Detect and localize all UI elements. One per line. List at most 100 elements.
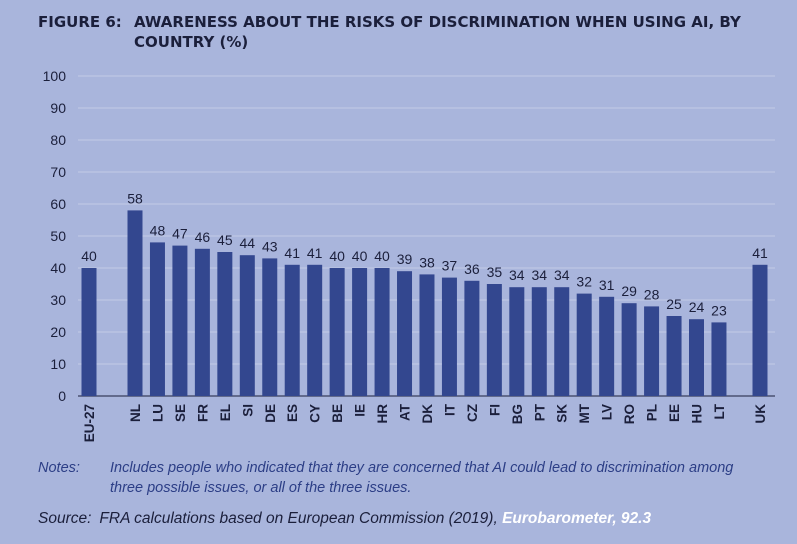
bar-hr [374, 268, 390, 396]
bar-lu [149, 242, 165, 396]
bar-be [329, 268, 345, 396]
data-label: 31 [599, 277, 615, 293]
x-tick-label: PT [532, 403, 547, 421]
data-label: 28 [644, 286, 660, 302]
source-highlight: Eurobarometer, 92.3 [502, 510, 652, 527]
bars [81, 210, 768, 396]
y-axis-ticks: 0 10 20 30 40 50 60 70 80 90 100 [43, 68, 67, 404]
x-tick-label: FI [487, 404, 502, 416]
x-tick-label: IT [442, 403, 457, 416]
data-label: 41 [307, 245, 323, 261]
bar-eu-27 [81, 268, 97, 396]
bar-mt [576, 293, 592, 396]
y-tick-label: 20 [50, 324, 66, 340]
bar-lt [711, 322, 727, 396]
bar-fr [194, 248, 210, 396]
data-label: 44 [240, 235, 256, 251]
y-tick-label: 80 [50, 132, 66, 148]
notes-text: Includes people who indicated that they … [110, 460, 734, 496]
x-tick-label: MT [577, 403, 592, 423]
x-tick-label: DK [420, 404, 435, 424]
x-tick-label: HU [690, 404, 705, 424]
x-tick-label: EL [218, 404, 233, 421]
y-tick-label: 60 [50, 196, 66, 212]
x-tick-label: BG [510, 404, 525, 424]
figure-label: FIGURE 6: [38, 13, 122, 31]
x-tick-label: RO [622, 404, 637, 424]
bar-de [262, 258, 278, 396]
data-label: 41 [284, 245, 300, 261]
bar-ro [621, 303, 637, 396]
x-tick-label: PL [645, 404, 660, 421]
data-label: 32 [576, 274, 592, 290]
bar-ee [666, 316, 682, 396]
data-label: 23 [711, 302, 727, 318]
chart-title: AWARENESS ABOUT THE RISKS OF DISCRIMINAT… [134, 13, 741, 51]
bar-fi [486, 284, 502, 396]
data-label: 34 [509, 267, 525, 283]
data-label: 40 [374, 248, 390, 264]
data-label: 41 [752, 245, 768, 261]
y-tick-label: 50 [50, 228, 66, 244]
bar-cy [307, 264, 323, 396]
source: Source: FRA calculations based on Europea… [38, 510, 651, 528]
x-tick-label: LT [712, 403, 727, 419]
data-label: 35 [487, 264, 503, 280]
bar-lv [599, 296, 615, 396]
x-tick-label: UK [753, 404, 768, 424]
data-label: 48 [150, 222, 166, 238]
y-tick-label: 70 [50, 164, 66, 180]
data-label: 46 [195, 229, 211, 245]
data-label: 24 [689, 299, 705, 315]
x-tick-label: SE [173, 404, 188, 422]
y-tick-label: 10 [50, 356, 66, 372]
data-label: 34 [531, 267, 547, 283]
data-label: 43 [262, 238, 278, 254]
bar-sk [554, 287, 570, 396]
y-tick-label: 0 [58, 388, 66, 404]
x-tick-label: HR [375, 404, 390, 424]
x-tick-label: LU [150, 404, 165, 422]
data-label: 40 [81, 248, 97, 264]
data-label: 36 [464, 261, 480, 277]
data-labels: 40 58 48 47 46 45 44 43 41 41 40 40 40 39 38 37 36 35 34 34… [81, 190, 768, 318]
x-axis-ticks: EU-27 NL LU SE FR EL SI DE ES CY BE IE HR AT DK IT CZ FI B… [82, 403, 768, 442]
bar-at [397, 271, 413, 396]
bar-ie [352, 268, 368, 396]
data-label: 40 [352, 248, 368, 264]
source-label: Source: [38, 510, 92, 527]
x-tick-label: DE [263, 404, 278, 423]
x-tick-label: CZ [465, 404, 480, 422]
y-tick-label: 100 [43, 68, 67, 84]
bar-hu [689, 319, 704, 396]
x-tick-label: SK [555, 404, 570, 423]
bar-se [172, 245, 188, 396]
bar-nl [127, 210, 143, 396]
x-tick-label: LV [600, 404, 615, 420]
x-tick-label: FR [195, 404, 210, 422]
x-tick-label: CY [308, 404, 323, 423]
x-tick-label: AT [398, 403, 413, 421]
bar-it [441, 277, 457, 396]
y-tick-label: 30 [50, 292, 66, 308]
bar-el [217, 252, 233, 396]
data-label: 58 [127, 190, 143, 206]
y-tick-label: 90 [50, 100, 66, 116]
data-label: 29 [621, 283, 637, 299]
bar-pt [531, 287, 547, 396]
data-label: 38 [419, 254, 435, 270]
data-label: 25 [666, 296, 682, 312]
bar-cz [464, 280, 480, 396]
data-label: 34 [554, 267, 570, 283]
bar-pl [644, 306, 660, 396]
data-label: 39 [397, 251, 413, 267]
source-text: FRA calculations based on European Commi… [99, 510, 503, 527]
bar-uk [752, 264, 768, 396]
x-tick-label: SI [240, 404, 255, 417]
bar-si [239, 255, 255, 396]
x-tick-label: EU-27 [82, 404, 97, 442]
x-tick-label: NL [128, 404, 143, 422]
data-label: 40 [329, 248, 345, 264]
x-tick-label: ES [285, 404, 300, 422]
